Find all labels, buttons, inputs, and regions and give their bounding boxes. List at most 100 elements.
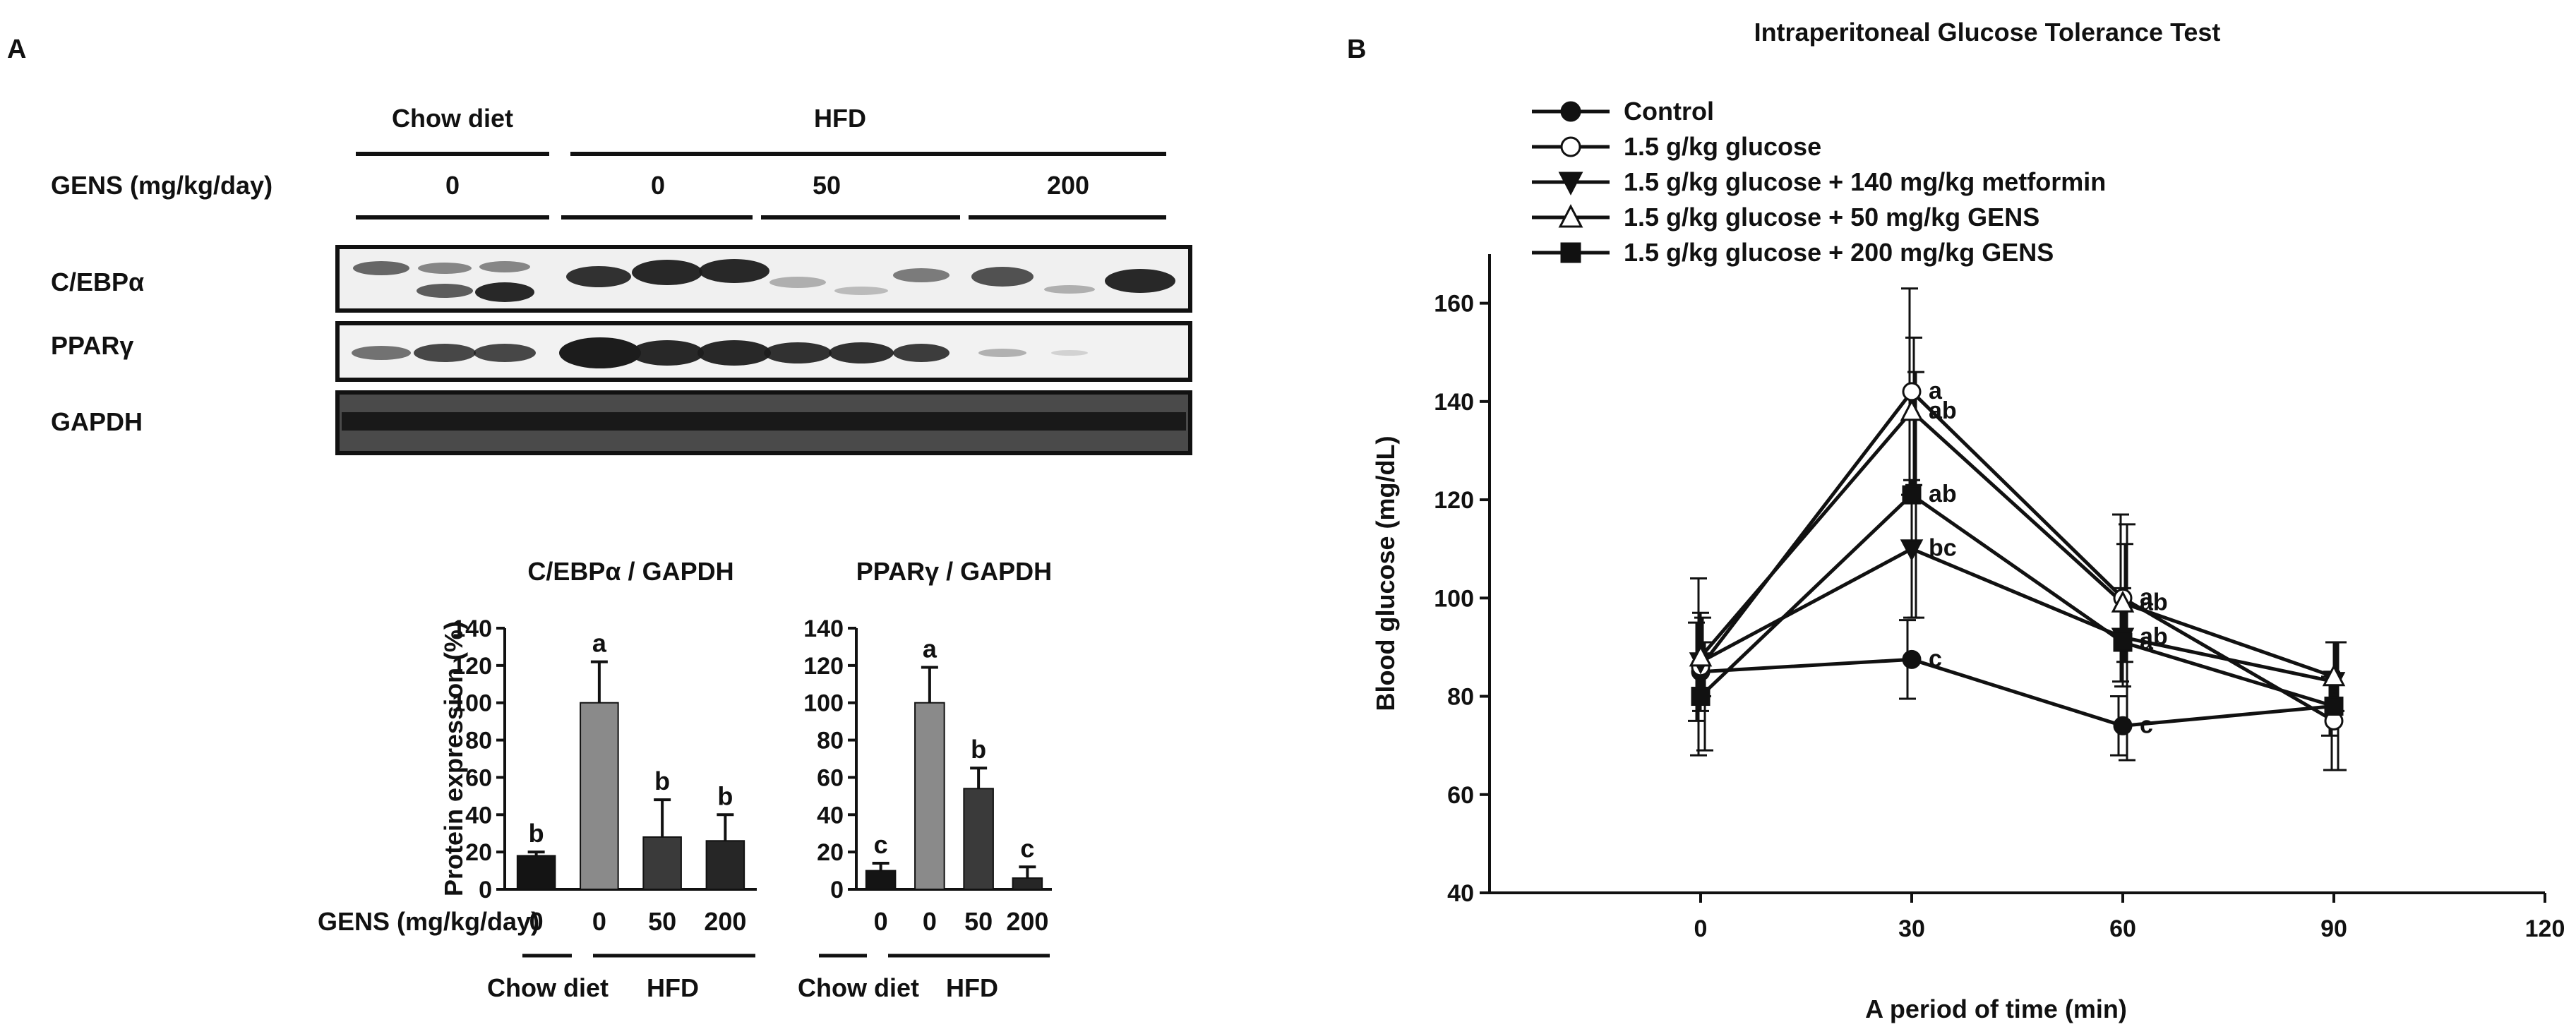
significance-letter: b <box>971 735 986 764</box>
y-tick-label: 40 <box>465 802 492 829</box>
y-tick-label: 40 <box>1447 880 1474 907</box>
significance-letter: b <box>654 767 670 795</box>
data-point-marker <box>2111 590 2135 613</box>
bar <box>914 702 945 890</box>
series-line <box>1699 492 2335 708</box>
significance-letter: ab <box>1929 397 1957 424</box>
bar-chart-title: PPARγ / GAPDH <box>856 557 1052 586</box>
data-point-marker <box>1902 382 1922 402</box>
dose-chow: 0 <box>445 171 460 200</box>
y-axis-label: Blood glucose (mg/dL) <box>1371 436 1400 711</box>
band-gapdh <box>342 412 1186 431</box>
y-tick-label: 120 <box>1434 487 1474 514</box>
y-tick-label: 40 <box>817 802 844 829</box>
bar-group-axis: GENS (mg/kg/day) Chow diet HFD Chow diet… <box>318 907 1050 1002</box>
bar-chart-title: C/EBPα / GAPDH <box>527 557 733 586</box>
data-point-marker <box>2324 696 2344 716</box>
data-point-marker <box>1900 539 1924 562</box>
y-tick-label: 160 <box>1434 291 1474 318</box>
series-line <box>1699 546 2335 684</box>
y-tick-label: 60 <box>817 764 844 791</box>
bar-chart-cebpa: C/EBPα / GAPDH 0 20 40 60 80 100 120 140Protein … <box>439 557 757 936</box>
y-axis-label: Protein expression (%) <box>439 621 468 896</box>
significance-letter: a <box>2140 628 2154 655</box>
data-point-marker <box>2322 664 2346 687</box>
legend-label: 1.5 g/kg glucose + 200 mg/kg GENS <box>1624 238 2054 267</box>
data-point-marker <box>1902 649 1922 669</box>
data-point-marker <box>1689 644 1713 667</box>
y-tick-label: 120 <box>452 653 492 680</box>
x-tick-label: 60 <box>2109 915 2136 942</box>
significance-letter: ab <box>2140 623 2168 650</box>
x-axis-label: A period of time (min) <box>1865 994 2127 1023</box>
data-point-marker <box>1902 485 1922 505</box>
data-point-marker <box>1560 136 1581 157</box>
series-line <box>1699 389 2335 723</box>
legend-label: Control <box>1624 97 1714 126</box>
hfd-header: HFD <box>814 104 866 133</box>
data-point-marker <box>1558 172 1583 196</box>
significance-letter: c <box>874 830 888 859</box>
bar <box>1012 877 1043 890</box>
bar <box>865 870 897 890</box>
y-tick-label: 0 <box>830 877 844 903</box>
significance-letter: a <box>923 635 937 663</box>
legend-label: 1.5 g/kg glucose + 140 mg/kg metformin <box>1624 167 2106 196</box>
x-tick-label: 120 <box>2525 915 2565 942</box>
data-point-marker <box>2113 716 2133 735</box>
y-tick-label: 140 <box>1434 389 1474 416</box>
bar <box>705 840 745 891</box>
data-point-marker <box>1691 687 1711 707</box>
bar-chart-ppar: PPARγ / GAPDH 0 20 40 60 80 100 120 140 c 0 a 0 b 50 c 2… <box>803 557 1052 936</box>
data-point-marker <box>1560 242 1581 263</box>
y-tick-label: 100 <box>803 690 844 717</box>
dose-hfd-50: 50 <box>813 171 841 200</box>
western-blot: C/EBPα PPARγ <box>51 245 1192 455</box>
significance-letter: a <box>1929 378 1943 404</box>
x-tick-label: 0 <box>592 907 606 936</box>
data-point-marker <box>1558 204 1583 228</box>
blot-label-ppar: PPARγ <box>51 331 133 360</box>
bar <box>642 836 682 890</box>
bar <box>580 702 619 890</box>
x-tick-label: 50 <box>964 907 993 936</box>
bar1-hfd-label: HFD <box>647 973 699 1002</box>
series-line <box>1700 657 2335 728</box>
bar <box>516 855 556 891</box>
x-tick-label: 200 <box>1006 907 1048 936</box>
bar2-chow-label: Chow diet <box>798 973 919 1002</box>
significance-letter: ab <box>2140 589 2168 615</box>
gens-row-label: GENS (mg/kg/day) <box>51 171 272 200</box>
blot-label-cebpa: C/EBPα <box>51 267 144 296</box>
bar <box>963 788 994 891</box>
y-tick-label: 140 <box>803 615 844 642</box>
significance-letter: c <box>2140 711 2153 738</box>
blot-label-gapdh: GAPDH <box>51 407 143 436</box>
y-tick-label: 100 <box>1434 585 1474 612</box>
y-tick-label: 100 <box>452 690 492 717</box>
significance-letter: a <box>592 629 607 658</box>
legend-label: 1.5 g/kg glucose + 50 mg/kg GENS <box>1624 203 2039 232</box>
significance-letter: a <box>2140 584 2154 611</box>
blot-strip-cebpa <box>335 245 1192 313</box>
y-tick-label: 20 <box>465 839 492 866</box>
line-chart-ipgtt: Intraperitoneal Glucose Tolerance Test 40… <box>1371 18 2565 1023</box>
significance-letter: b <box>529 819 544 848</box>
x-tick-label: 0 <box>529 907 544 936</box>
x-tick-label: 0 <box>1694 915 1708 942</box>
bar-gens-label: GENS (mg/kg/day) <box>318 907 539 936</box>
y-tick-label: 20 <box>817 839 844 866</box>
y-tick-label: 80 <box>465 728 492 755</box>
bands-ppar <box>352 337 1088 368</box>
y-tick-label: 60 <box>465 764 492 791</box>
panel-b-letter: B <box>1347 35 1366 64</box>
bar2-hfd-label: HFD <box>946 973 998 1002</box>
significance-letter: b <box>717 781 733 810</box>
significance-letter: bc <box>1929 535 1957 562</box>
legend-label: 1.5 g/kg glucose <box>1624 132 1821 161</box>
panel-a-letter: A <box>7 35 26 64</box>
y-tick-label: 0 <box>479 877 492 903</box>
dose-hfd-0: 0 <box>651 171 665 200</box>
x-tick-label: 0 <box>923 907 937 936</box>
